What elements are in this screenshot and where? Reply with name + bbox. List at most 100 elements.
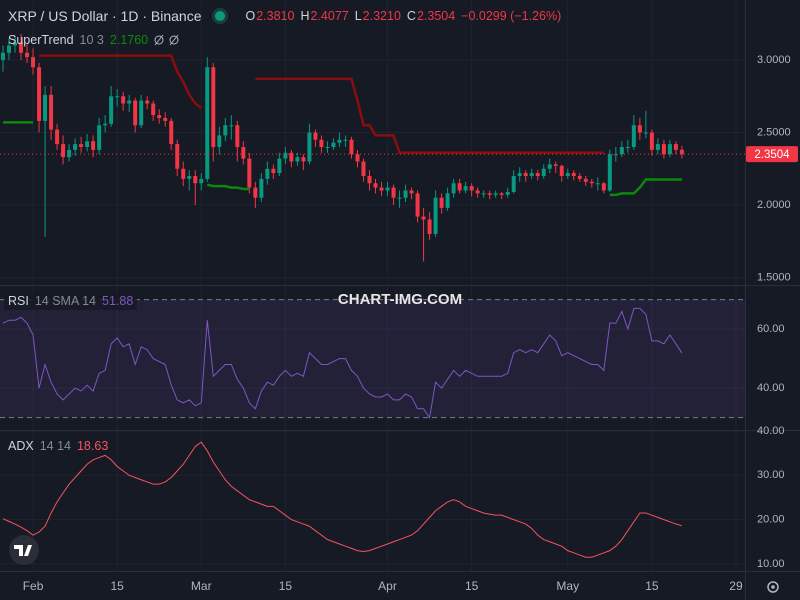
candle-body	[445, 193, 450, 208]
candle-body	[133, 100, 138, 126]
icon[interactable]	[154, 35, 164, 45]
candle-body	[415, 193, 420, 217]
candle-body	[277, 158, 282, 174]
logo-mark	[14, 545, 32, 556]
x-tick-label: Apr	[378, 579, 397, 593]
x-tick-label: May	[556, 579, 579, 593]
y-tick-label: 40.00	[757, 425, 785, 437]
ohlc-key: O	[245, 9, 256, 23]
indicator-value: 18.63	[76, 439, 109, 453]
candle-body	[505, 191, 510, 195]
candle-body	[79, 144, 84, 147]
rsi-band-fill	[0, 299, 745, 418]
candle-body	[367, 175, 372, 184]
candle-body	[571, 173, 576, 176]
candle-body	[673, 144, 678, 150]
candle-body	[217, 135, 222, 147]
candle-body	[559, 165, 564, 176]
adx-legend: ADX 14 14 18.63	[8, 439, 108, 453]
candle-body	[223, 125, 228, 136]
candle-body	[169, 120, 174, 145]
candle-body	[313, 132, 318, 140]
candle-body	[199, 178, 204, 184]
candle-body	[661, 144, 666, 155]
candle-body	[187, 175, 192, 179]
gear[interactable]	[767, 581, 779, 593]
change: −0.0299 (−1.26%)	[461, 9, 562, 23]
candle-body	[565, 173, 570, 176]
candle-body	[451, 183, 456, 194]
candle-body	[19, 42, 24, 53]
candle-body	[55, 129, 60, 145]
candle-body	[553, 164, 558, 166]
candle-body	[13, 42, 18, 46]
icon[interactable]	[169, 34, 179, 46]
candle-body	[529, 173, 534, 176]
candle-body	[25, 52, 30, 58]
ohlc-key: H	[300, 9, 310, 23]
candle-body	[139, 100, 144, 126]
candle-body	[115, 96, 120, 98]
visibility-icons[interactable]	[154, 34, 182, 46]
x-tick-label: Mar	[191, 579, 212, 593]
icon[interactable]	[169, 35, 179, 45]
candle-body	[583, 178, 588, 182]
rsi-line	[2, 307, 683, 419]
x-tick-label: 15	[110, 579, 124, 593]
ohlc-value: 2.3504	[416, 9, 456, 23]
y-tick-label: 2.0000	[757, 199, 791, 211]
candle-body	[295, 157, 300, 162]
candle-body	[433, 197, 438, 234]
candle-body	[649, 132, 654, 150]
candle-body	[427, 219, 432, 234]
candle-body	[481, 193, 486, 195]
candle-body	[457, 183, 462, 191]
candle-body	[49, 94, 54, 130]
logo-badge	[9, 535, 39, 565]
last-price-label: 2.3504	[754, 149, 790, 161]
ohlc-value: 2.3810	[256, 9, 295, 23]
y-tick-label: 20.00	[757, 514, 785, 526]
ohlc-item: L 2.3210	[355, 9, 401, 23]
gear-hub[interactable]	[771, 585, 775, 589]
candle-body	[157, 115, 162, 119]
candle-body	[253, 187, 258, 198]
y-tick-label: 2.5000	[757, 126, 791, 138]
plot	[0, 33, 745, 558]
candle-body	[325, 146, 330, 148]
candle-body	[109, 96, 114, 124]
candle-body	[535, 173, 540, 176]
candle-body	[625, 146, 630, 148]
ohlc-item: O 2.3810	[245, 9, 294, 23]
candle-body	[595, 183, 600, 185]
adx-line	[2, 441, 683, 558]
indicator-name: SuperTrend	[8, 33, 74, 47]
ohlc-value: 2.4077	[310, 9, 349, 23]
candle-body	[655, 144, 660, 150]
candle-body	[379, 187, 384, 191]
indicator-params: 14 14	[39, 439, 71, 453]
y-tick-label: 10.00	[757, 558, 785, 570]
supertrend-legend: SuperTrend 10 3 2.1760	[8, 33, 182, 47]
candle-body	[355, 154, 360, 162]
settings-icon[interactable]	[767, 581, 779, 593]
candle-body	[439, 197, 444, 208]
candle-body	[211, 67, 216, 147]
candle-body	[469, 186, 474, 191]
candle-body	[43, 94, 48, 121]
header: XRP / US Dollar · 1D · Binance O 2.3810 H 2…	[8, 8, 561, 24]
supertrend-line	[609, 178, 682, 197]
candle-body	[247, 158, 252, 188]
candle-body	[301, 157, 306, 162]
y-tick-label: 3.0000	[757, 54, 791, 66]
icon[interactable]	[154, 34, 164, 46]
candle-body	[601, 183, 606, 191]
candle-body	[91, 141, 96, 150]
candle-body	[127, 100, 132, 104]
candle-body	[679, 149, 684, 155]
candle-body	[619, 146, 624, 155]
candle-body	[193, 175, 198, 184]
candle-body	[103, 123, 108, 126]
candle-body	[85, 141, 90, 147]
